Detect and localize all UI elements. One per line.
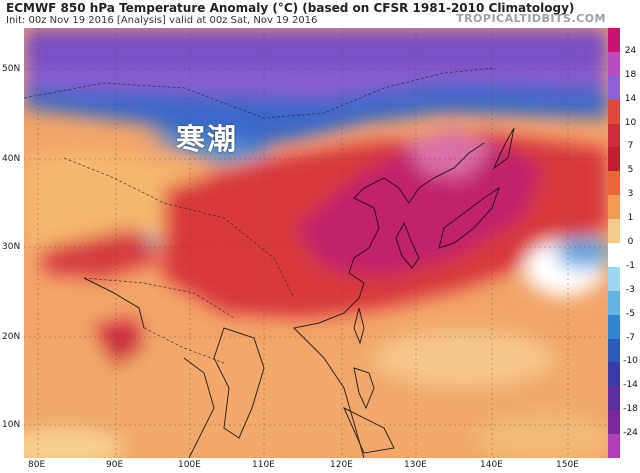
lat-label-40n: 40N	[2, 154, 21, 164]
anomaly-map: 寒潮	[24, 28, 608, 458]
colorbar-label: -14	[623, 380, 638, 391]
colorbar-swatch	[608, 362, 620, 387]
map-title: ECMWF 850 hPa Temperature Anomaly (°C) (…	[6, 1, 575, 15]
colorbar-swatch	[608, 314, 620, 340]
lat-label-20n: 20N	[2, 332, 21, 342]
cold-wave-annotation: 寒潮	[176, 122, 239, 156]
colorbar-swatch	[608, 434, 620, 459]
colorbar-label: -1	[626, 260, 635, 271]
colorbar-label: -24	[623, 428, 638, 439]
colorbar-swatch	[608, 195, 620, 220]
colorbar-label: 0	[627, 237, 634, 247]
colorbar-label: 10	[624, 117, 637, 128]
colorbar-swatch	[608, 386, 620, 411]
lon-label-80e: 80E	[28, 460, 46, 470]
colorbar-label: -18	[623, 404, 638, 415]
lon-label-130e: 130E	[404, 460, 427, 470]
colorbar-label: 18	[624, 69, 637, 80]
colorbar-swatch	[608, 410, 620, 435]
colorbar-label: 14	[624, 93, 637, 104]
lon-label-90e: 90E	[106, 460, 124, 470]
colorbar-swatch	[608, 266, 620, 292]
map-subtitle: Init: 00z Nov 19 2016 [Analysis] valid a…	[6, 15, 318, 26]
colorbar-label: 1	[627, 213, 634, 224]
colorbar: 24 18 14 10 7 5 3 1 0 -1 -3 -5 -7 -10 -14 -18 -24	[608, 28, 640, 459]
colorbar-label: 5	[627, 165, 634, 176]
lon-label-150e: 150E	[556, 460, 579, 470]
colorbar-swatch	[608, 75, 620, 101]
colorbar-swatch	[608, 51, 620, 77]
colorbar-label: -5	[626, 308, 635, 319]
colorbar-swatch	[608, 147, 620, 172]
source-logo[interactable]: TROPICALTIDBITS.COM	[456, 12, 606, 25]
header: ECMWF 850 hPa Temperature Anomaly (°C) (…	[0, 0, 640, 28]
colorbar-swatch	[608, 243, 620, 268]
colorbar-label: 24	[624, 45, 637, 56]
lat-label-10n: 10N	[2, 420, 21, 430]
coastlines	[83, 127, 515, 458]
colorbar-swatch	[608, 171, 620, 196]
colorbar-label: -7	[626, 332, 635, 343]
colorbar-label: 3	[627, 189, 634, 200]
lon-label-110e: 110E	[252, 460, 275, 470]
lon-label-100e: 100E	[178, 460, 201, 470]
map-canvas	[24, 28, 608, 458]
lat-label-30n: 30N	[2, 242, 21, 252]
colorbar-swatch	[608, 219, 620, 244]
colorbar-label: -10	[623, 356, 638, 367]
lon-label-140e: 140E	[480, 460, 503, 470]
borders	[24, 67, 495, 364]
colorbar-label: -3	[626, 284, 635, 295]
colorbar-swatch	[608, 123, 620, 148]
colorbar-label: 7	[627, 141, 634, 152]
colorbar-swatch	[608, 99, 620, 125]
colorbar-swatch	[608, 338, 620, 363]
colorbar-swatch	[608, 290, 620, 316]
lon-label-120e: 120E	[330, 460, 353, 470]
colorbar-swatch	[608, 28, 620, 53]
lat-label-50n: 50N	[2, 64, 21, 74]
graticule	[24, 28, 608, 458]
